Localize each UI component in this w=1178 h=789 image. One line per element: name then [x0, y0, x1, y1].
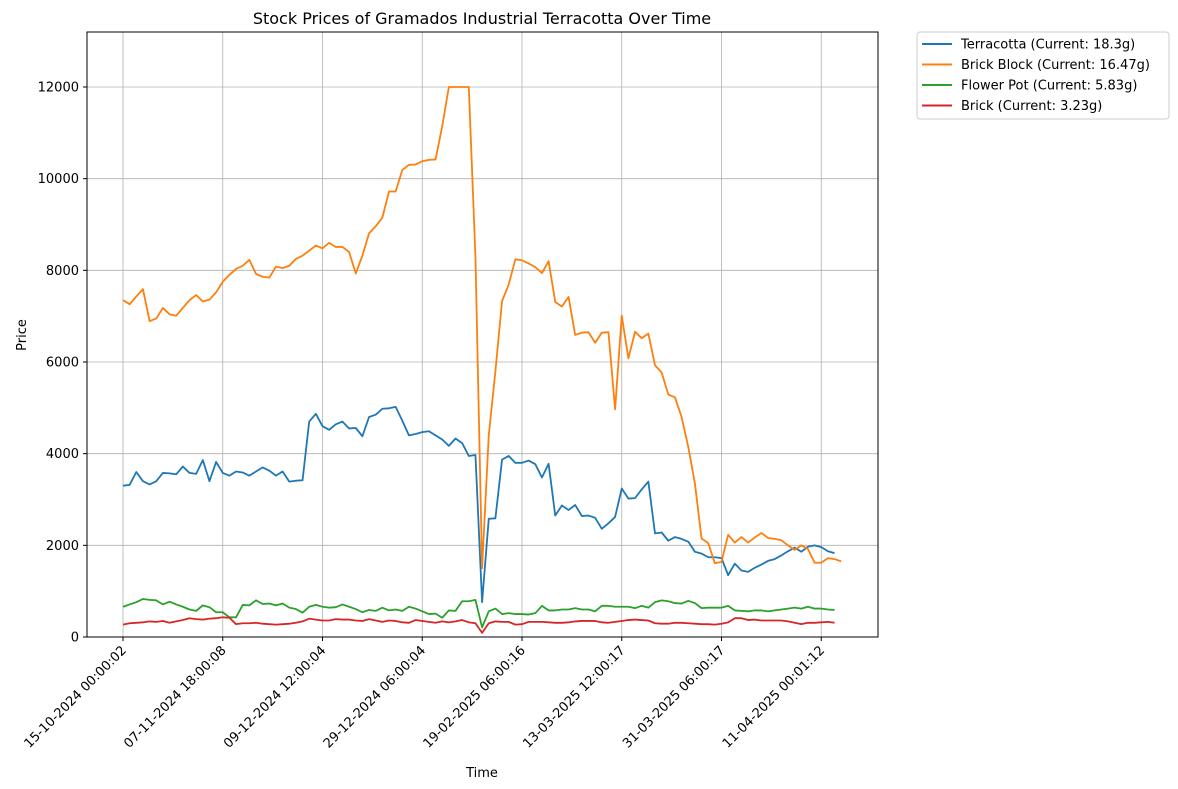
series-brick-block — [122, 86, 842, 570]
x-tick-label: 31-03-2025 06:00:17 — [620, 643, 728, 751]
series-terracotta — [122, 406, 835, 604]
y-tick-label: 8000 — [46, 264, 79, 279]
y-tick-label: 0 — [71, 631, 79, 646]
series-line-brick-block — [122, 86, 842, 570]
y-tick-label: 6000 — [46, 356, 79, 371]
series-lines — [122, 86, 842, 634]
x-tick-label: 11-04-2025 00:01:12 — [720, 643, 828, 751]
legend-entry: Terracotta (Current: 18.3g) — [960, 38, 1135, 53]
x-tick-label: 07-11-2024 18:00:08 — [121, 643, 229, 751]
y-axis-label: Price — [15, 319, 30, 351]
legend-entry: Flower Pot (Current: 5.83g) — [961, 79, 1137, 94]
series-brick — [122, 616, 835, 634]
legend: Terracotta (Current: 18.3g) Brick Block (… — [916, 31, 1170, 120]
legend-entry: Brick (Current: 3.23g) — [961, 99, 1102, 114]
plot-area-frame — [86, 31, 879, 638]
x-tick-label: 15-10-2024 00:00:02 — [22, 643, 130, 751]
x-tick-label: 29-12-2024 06:00:04 — [321, 643, 429, 751]
series-line-brick — [122, 616, 835, 634]
x-tick-label: 09-12-2024 12:00:04 — [221, 643, 329, 751]
x-axis-label: Time — [465, 766, 498, 781]
y-tick-label: 2000 — [46, 539, 79, 554]
chart-title: Stock Prices of Gramados Industrial Terr… — [253, 9, 711, 28]
series-line-flower-pot — [122, 598, 835, 629]
y-tick-label: 4000 — [46, 447, 79, 462]
y-axis-ticks: 0 2000 4000 6000 8000 10000 12000 — [38, 81, 87, 646]
legend-box — [916, 31, 1170, 120]
legend-entry: Brick Block (Current: 16.47g) — [961, 58, 1150, 73]
series-flower-pot — [122, 598, 835, 629]
x-tick-label: 19-02-2025 06:00:16 — [421, 643, 529, 751]
series-line-terracotta — [122, 406, 835, 604]
y-tick-label: 10000 — [38, 172, 79, 187]
grid-lines — [87, 32, 878, 638]
y-tick-label: 12000 — [38, 81, 79, 96]
x-tick-label: 13-03-2025 12:00:17 — [520, 643, 628, 751]
